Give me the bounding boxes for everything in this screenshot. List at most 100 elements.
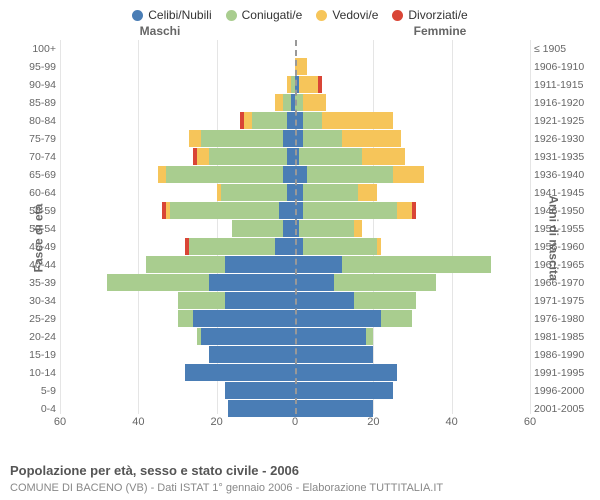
male-bar	[60, 166, 295, 183]
male-bar	[60, 400, 295, 417]
female-bar	[295, 328, 530, 345]
birth-label: 1941-1945	[534, 187, 590, 198]
seg-coniugati	[252, 112, 287, 129]
legend-swatch	[132, 10, 143, 21]
seg-coniugati	[303, 184, 358, 201]
seg-celibi	[275, 238, 295, 255]
female-bar	[295, 400, 530, 417]
seg-vedovi	[354, 220, 362, 237]
seg-vedovi	[158, 166, 166, 183]
seg-vedovi	[342, 130, 401, 147]
seg-vedovi	[244, 112, 252, 129]
age-label: 85-89	[16, 97, 56, 108]
age-label: 45-49	[16, 241, 56, 252]
male-bar	[60, 202, 295, 219]
female-bar	[295, 256, 530, 273]
seg-coniugati	[303, 202, 397, 219]
seg-celibi	[283, 166, 295, 183]
legend-swatch	[392, 10, 403, 21]
male-bar	[60, 40, 295, 57]
birth-label: 1911-1915	[534, 79, 590, 90]
legend-label: Divorziati/e	[408, 8, 467, 22]
female-bar	[295, 202, 530, 219]
male-bar	[60, 328, 295, 345]
male-bar	[60, 310, 295, 327]
seg-vedovi	[358, 184, 378, 201]
age-label: 50-54	[16, 223, 56, 234]
seg-celibi	[225, 382, 296, 399]
age-label: 90-94	[16, 79, 56, 90]
male-bar	[60, 184, 295, 201]
birth-label: 1926-1930	[534, 133, 590, 144]
x-tick: 60	[524, 416, 536, 428]
female-title: Femmine	[300, 24, 540, 38]
birth-label: 1971-1975	[534, 295, 590, 306]
seg-coniugati	[303, 130, 342, 147]
birth-label: 1961-1965	[534, 259, 590, 270]
seg-coniugati	[201, 130, 283, 147]
birth-label: 1991-1995	[534, 367, 590, 378]
seg-celibi	[295, 274, 334, 291]
female-bar	[295, 94, 530, 111]
seg-coniugati	[283, 94, 291, 111]
legend-item: Divorziati/e	[392, 8, 467, 22]
male-bar	[60, 346, 295, 363]
age-label: 5-9	[16, 385, 56, 396]
seg-celibi	[295, 310, 381, 327]
birth-label: 2001-2005	[534, 403, 590, 414]
male-bar	[60, 58, 295, 75]
seg-coniugati	[334, 274, 436, 291]
legend-label: Coniugati/e	[242, 8, 303, 22]
seg-celibi	[295, 256, 342, 273]
x-tick: 40	[132, 416, 144, 428]
seg-celibi	[209, 274, 295, 291]
x-tick: 20	[367, 416, 379, 428]
x-tick: 0	[292, 416, 298, 428]
x-tick: 40	[446, 416, 458, 428]
male-bar	[60, 256, 295, 273]
age-label: 80-84	[16, 115, 56, 126]
age-label: 60-64	[16, 187, 56, 198]
birth-label: 1921-1925	[534, 115, 590, 126]
female-bar	[295, 310, 530, 327]
seg-vedovi	[397, 202, 413, 219]
age-label: 0-4	[16, 403, 56, 414]
plot-area: Fasce di età Anni di nascita 100+≤ 19059…	[0, 38, 600, 438]
female-bar	[295, 346, 530, 363]
male-bar	[60, 364, 295, 381]
seg-coniugati	[178, 292, 225, 309]
seg-coniugati	[107, 274, 209, 291]
seg-celibi	[295, 346, 373, 363]
age-label: 15-19	[16, 349, 56, 360]
chart-title: Popolazione per età, sesso e stato civil…	[10, 463, 299, 478]
seg-celibi	[193, 310, 295, 327]
seg-celibi	[295, 292, 354, 309]
seg-celibi	[225, 292, 296, 309]
seg-celibi	[228, 400, 295, 417]
side-titles: Maschi Femmine	[0, 24, 600, 38]
male-bar	[60, 220, 295, 237]
age-label: 20-24	[16, 331, 56, 342]
seg-coniugati	[178, 310, 194, 327]
birth-label: 1986-1990	[534, 349, 590, 360]
seg-celibi	[225, 256, 296, 273]
birth-label: 1981-1985	[534, 331, 590, 342]
seg-coniugati	[232, 220, 283, 237]
seg-coniugati	[366, 328, 374, 345]
legend-swatch	[316, 10, 327, 21]
seg-vedovi	[322, 112, 393, 129]
seg-coniugati	[299, 148, 362, 165]
seg-coniugati	[342, 256, 491, 273]
male-bar	[60, 274, 295, 291]
seg-vedovi	[189, 130, 201, 147]
seg-celibi	[283, 220, 295, 237]
age-label: 10-14	[16, 367, 56, 378]
male-bar	[60, 382, 295, 399]
age-label: 25-29	[16, 313, 56, 324]
male-bar	[60, 112, 295, 129]
birth-label: 1976-1980	[534, 313, 590, 324]
legend-swatch	[226, 10, 237, 21]
seg-celibi	[209, 346, 295, 363]
female-bar	[295, 364, 530, 381]
seg-vedovi	[377, 238, 381, 255]
